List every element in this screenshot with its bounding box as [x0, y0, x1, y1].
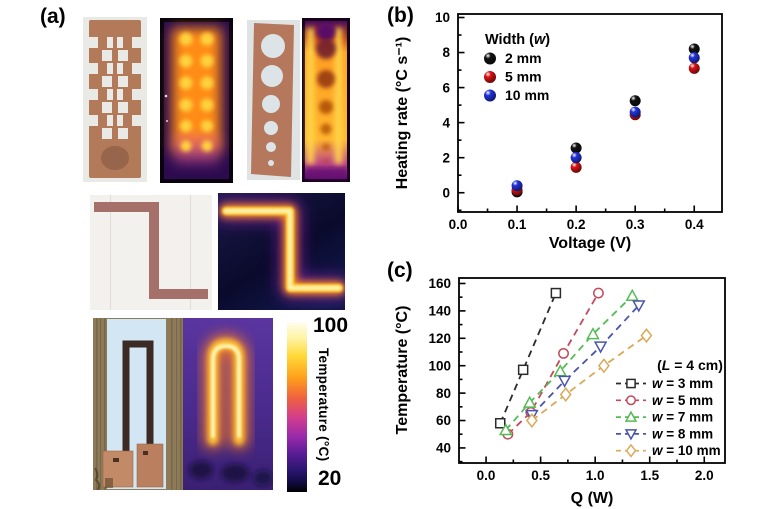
temperature-colorbar: [287, 322, 307, 492]
svg-text:5 mm: 5 mm: [505, 69, 542, 85]
x-axis-label: Q (W): [571, 490, 614, 507]
svg-text:w = 8 mm: w = 8 mm: [652, 426, 713, 441]
panel-b-label: (b): [387, 4, 414, 27]
y-axis: 40 60 80 100 120 140 160: [428, 276, 466, 463]
svg-text:0.1: 0.1: [508, 217, 527, 232]
legend: (L = 4 cm) w = 3 mm w = 5 mm w = 7 mmw = 8 …: [616, 357, 723, 458]
svg-text:1.5: 1.5: [640, 468, 659, 483]
svg-text:6: 6: [442, 80, 450, 95]
series-w-10-mm: [525, 328, 653, 429]
svg-text:40: 40: [436, 441, 451, 456]
svg-text:10 mm: 10 mm: [505, 87, 549, 103]
svg-text:2.0: 2.0: [695, 468, 714, 483]
svg-text:0.0: 0.0: [449, 217, 468, 232]
legend: Width (w) 2 mm 5 mm 10 mm: [484, 32, 550, 103]
svg-text:w = 3 mm: w = 3 mm: [652, 376, 713, 391]
svg-text:140: 140: [428, 304, 451, 319]
x-axis-label: Voltage (V): [549, 235, 631, 252]
thermal-image-u: [183, 318, 273, 490]
svg-text:0.5: 0.5: [531, 468, 550, 483]
series-10-mm: [511, 52, 700, 192]
series-w-3-mm: [494, 287, 562, 429]
colorbar-min-label: 20: [318, 467, 342, 490]
svg-text:0.2: 0.2: [567, 217, 586, 232]
svg-text:2 mm: 2 mm: [505, 50, 542, 66]
x-axis: 0.0 0.1 0.2 0.3 0.4: [449, 205, 704, 232]
photo-z-pattern: [90, 195, 212, 310]
svg-text:1.0: 1.0: [586, 468, 605, 483]
thermal-image-ladder: [160, 18, 233, 183]
svg-text:4: 4: [442, 115, 450, 130]
panel-a-label: (a): [40, 5, 66, 28]
svg-text:0.3: 0.3: [626, 217, 645, 232]
svg-text:0.4: 0.4: [685, 217, 704, 232]
svg-text:8: 8: [442, 45, 450, 60]
colorbar-max-label: 100: [313, 314, 349, 337]
legend-title: (L = 4 cm): [657, 357, 723, 373]
x-axis: 0.0 0.5 1.0 1.5 2.0: [477, 456, 714, 483]
plot-frame: [457, 13, 723, 213]
y-axis: 0 2 4 6 8 10: [435, 10, 465, 212]
svg-text:0.0: 0.0: [477, 468, 496, 483]
chart-heating-rate-vs-voltage: 0.0 0.1 0.2 0.3 0.4 0 2 4 6 8 10 Voltage (V) Heating…: [394, 10, 723, 252]
panel-c-label: (c): [387, 259, 413, 282]
y-axis-label: Heating rate (°C s⁻¹): [394, 37, 411, 190]
svg-text:0: 0: [442, 185, 450, 200]
svg-text:w = 10 mm: w = 10 mm: [652, 443, 721, 458]
svg-text:2: 2: [442, 150, 450, 165]
svg-text:120: 120: [428, 331, 451, 346]
y-axis-label: Temperature (°C): [394, 306, 411, 435]
colorbar-title: Temperature (°C): [316, 348, 331, 462]
thermal-image-circles: [302, 18, 350, 182]
svg-text:80: 80: [436, 386, 451, 401]
legend-title: Width (w): [485, 32, 550, 48]
svg-text:w = 5 mm: w = 5 mm: [652, 393, 713, 408]
photo-ladder-pattern: [83, 17, 147, 182]
svg-text:160: 160: [428, 276, 451, 291]
svg-text:w = 7 mm: w = 7 mm: [652, 410, 713, 425]
plot-frame: [458, 277, 726, 464]
photo-circle-pattern: [247, 20, 300, 180]
photo-u-pattern: [93, 318, 183, 490]
series-w-7-mm: [498, 288, 640, 436]
series-w-8-mm: [525, 300, 646, 423]
chart-temperature-vs-power: 0.0 0.5 1.0 1.5 2.0 40 60 80 100 120 140 160 Q (W) Te…: [394, 276, 726, 507]
svg-text:100: 100: [428, 358, 451, 373]
svg-text:10: 10: [435, 10, 450, 25]
svg-text:60: 60: [436, 413, 451, 428]
series-2-mm: [511, 43, 700, 198]
thermal-image-z: [218, 193, 345, 310]
